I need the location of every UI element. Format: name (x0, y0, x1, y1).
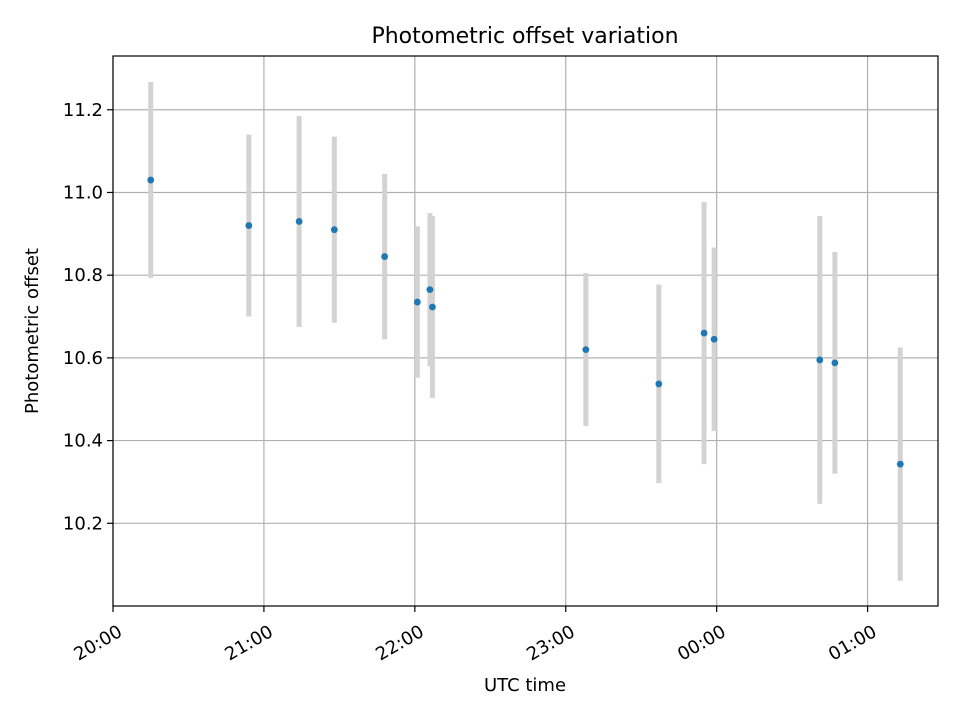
data-point (381, 253, 389, 260)
data-point (816, 356, 824, 364)
error-bars (148, 82, 903, 581)
y-tick-label: 10.4 (63, 431, 103, 452)
y-tick-label: 10.8 (63, 265, 103, 286)
data-point (429, 303, 436, 311)
data-point (582, 346, 590, 354)
y-tick-label: 10.6 (63, 348, 103, 369)
y-axis-label: Photometric offset (22, 248, 43, 414)
x-tick-label: 21:00 (221, 621, 276, 665)
data-point (831, 359, 839, 367)
y-axis-ticks: 10.2 10.4 10.6 10.8 11.0 11.2 (63, 100, 113, 534)
x-tick-label: 00:00 (674, 621, 729, 665)
data-point (655, 380, 663, 388)
data-point (147, 176, 155, 184)
data-point (896, 460, 904, 468)
x-tick-label: 20:00 (70, 621, 125, 665)
data-point (426, 286, 434, 294)
chart-title: Photometric offset variation (371, 24, 678, 49)
x-tick-label: 23:00 (523, 621, 578, 665)
data-point (245, 222, 253, 229)
data-point (330, 226, 338, 234)
x-axis-ticks: 20:00 21:00 22:00 23:00 00:00 01:00 (70, 606, 880, 665)
y-tick-label: 11.2 (63, 100, 103, 121)
y-tick-label: 11.0 (63, 182, 103, 203)
y-tick-label: 10.2 (63, 513, 103, 534)
data-point (710, 335, 718, 343)
x-axis-label: UTC time (484, 675, 566, 696)
data-points (147, 176, 904, 468)
plot-frame (112, 55, 939, 607)
data-point (700, 329, 708, 337)
x-tick-label: 01:00 (825, 621, 880, 665)
grid (112, 56, 938, 606)
data-point (413, 298, 421, 306)
data-point (295, 218, 303, 225)
x-tick-label: 22:00 (372, 621, 427, 665)
